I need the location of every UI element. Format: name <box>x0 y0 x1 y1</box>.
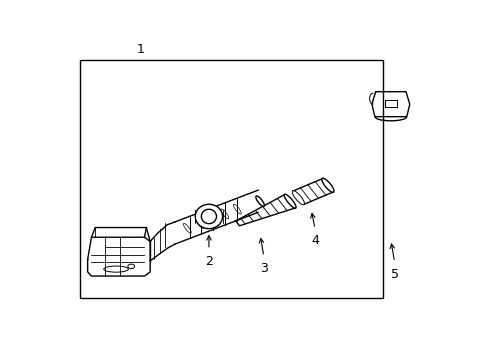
Text: 3: 3 <box>260 262 267 275</box>
Ellipse shape <box>292 191 304 205</box>
Text: 2: 2 <box>204 255 212 268</box>
Text: 5: 5 <box>390 268 398 281</box>
Ellipse shape <box>195 204 222 229</box>
Ellipse shape <box>321 178 333 192</box>
Ellipse shape <box>201 209 216 224</box>
Text: 1: 1 <box>137 43 144 56</box>
Ellipse shape <box>284 194 295 208</box>
Ellipse shape <box>255 196 264 206</box>
Text: 4: 4 <box>310 234 318 247</box>
Bar <box>80 60 383 298</box>
